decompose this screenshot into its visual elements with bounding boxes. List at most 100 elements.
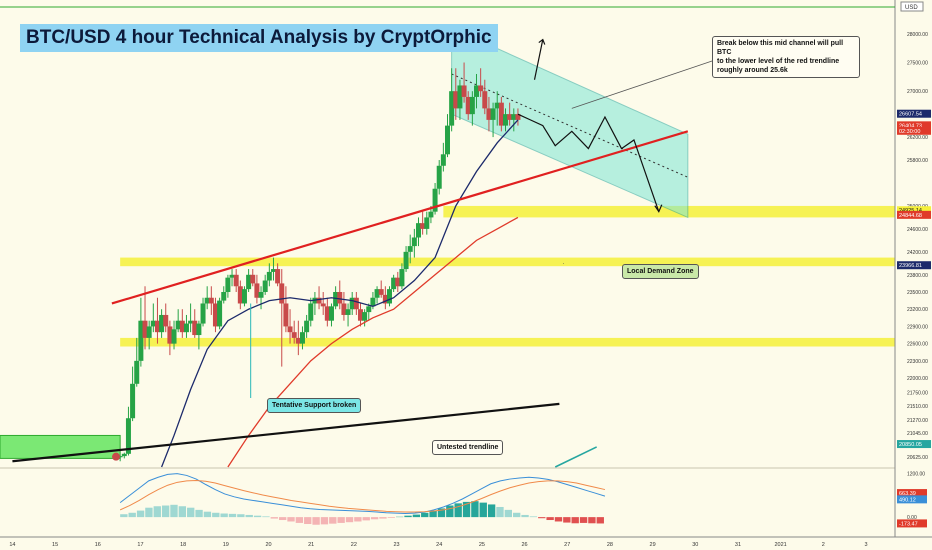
time-tick-label: 22: [351, 542, 357, 548]
price-label: 23966.81: [899, 263, 922, 269]
candle-body: [291, 332, 297, 338]
price-tick-label: 22300.00: [907, 359, 928, 365]
candle-body: [366, 306, 372, 313]
macd-histogram-bar: [529, 516, 538, 518]
macd-histogram-bar: [212, 512, 220, 518]
candle-body: [233, 274, 239, 287]
macd-histogram-bar: [345, 517, 354, 523]
price-tick-label: 21045.00: [907, 431, 928, 437]
price-label: 20850.05: [899, 442, 922, 448]
candle-body: [196, 323, 202, 336]
candle-body: [324, 306, 330, 321]
candle-body: [333, 292, 339, 307]
candle-body: [246, 274, 252, 290]
candle-body: [279, 283, 285, 304]
candle-body: [320, 303, 326, 307]
candle-body: [221, 292, 227, 301]
macd-histogram-bar: [295, 517, 304, 523]
pivot-marker: [112, 452, 121, 461]
candle-body: [225, 277, 231, 293]
macd-label-bg: [897, 489, 927, 498]
macd-histogram-bar: [563, 517, 571, 523]
candle-body: [399, 269, 405, 287]
candle-body: [204, 297, 210, 304]
candle-body: [436, 165, 442, 189]
macd-label-bg: [897, 519, 927, 528]
macd-histogram-bar: [370, 517, 379, 520]
candle-body: [486, 108, 492, 120]
zone-support_upper: [443, 205, 895, 218]
macd-histogram-bar: [446, 505, 454, 518]
macd-histogram-bar: [253, 515, 262, 518]
macd-histogram-bar: [579, 517, 588, 523]
candle-body: [262, 280, 268, 293]
time-tick-label: 29: [650, 542, 656, 548]
candle-body: [370, 297, 376, 307]
candle-body: [316, 297, 322, 304]
macd-histogram-bar: [262, 516, 270, 518]
macd-histogram-bar: [596, 517, 604, 524]
time-tick-label: 2021: [775, 542, 787, 548]
macd-histogram-bar: [203, 511, 212, 518]
candle-body: [503, 114, 509, 126]
candle-body: [341, 303, 347, 315]
price-label-bg: [897, 206, 931, 215]
price-label: 02:30:00: [899, 129, 920, 135]
candle-body: [353, 297, 359, 310]
green-support-box: [0, 434, 121, 459]
macd-histogram-bar: [571, 517, 579, 524]
price-tick-label: 22600.00: [907, 342, 928, 348]
candle-body: [337, 292, 343, 304]
candle-body: [457, 85, 463, 109]
time-tick-label: 14: [9, 542, 15, 548]
macd-tick-label: 1200.00: [907, 472, 925, 478]
macd-label: 490.12: [899, 497, 916, 503]
red_trendline: [111, 130, 689, 305]
macd-line: [119, 473, 606, 515]
macd-histogram-bar: [504, 509, 513, 518]
candle-body: [308, 303, 314, 321]
channel-note-callout: Break below this mid channel will pull B…: [712, 36, 860, 78]
untested-trendline-callout: Untested trendline: [432, 440, 504, 455]
macd-tick-label: 0.00: [907, 515, 917, 521]
candle-body: [482, 91, 488, 109]
candle-body: [498, 102, 504, 126]
macd-histogram-bar: [454, 503, 462, 518]
candle-body: [420, 223, 426, 229]
price-tick-label: 27500.00: [907, 61, 928, 67]
candle-body: [449, 91, 455, 126]
ema_dark-line: [160, 119, 519, 468]
price-tick-label: 23500.00: [907, 290, 928, 296]
macd-label: -173.47: [899, 521, 918, 527]
macd-histogram-bar: [145, 507, 153, 518]
price-tick-label: 27000.00: [907, 89, 928, 95]
macd-histogram-bar: [237, 514, 245, 518]
price-axis-bg: [895, 0, 932, 550]
usd-label-box: [900, 1, 924, 12]
candle-body: [461, 85, 467, 97]
candle-body: [217, 300, 223, 327]
macd-histogram-bar: [437, 508, 446, 518]
price-tick-label: 24600.00: [907, 227, 928, 233]
usd-label: USD: [905, 5, 918, 11]
price-tick-label: 23800.00: [907, 273, 928, 279]
candle-body: [208, 297, 214, 304]
time-tick-label: 3: [864, 542, 867, 548]
up-arrow-line: [533, 39, 544, 80]
time-tick-label: 2: [822, 542, 825, 548]
macd-histogram-bar: [354, 517, 362, 522]
macd-histogram-bar: [379, 517, 387, 519]
price-tick-label: 23200.00: [907, 307, 928, 313]
price-tick-label: 25800.00: [907, 158, 928, 164]
candle-body: [304, 320, 310, 333]
macd-histogram-bar: [120, 514, 128, 518]
candle-body: [415, 223, 421, 238]
macd-histogram-bar: [278, 517, 287, 521]
price-tick-label: 20625.00: [907, 455, 928, 461]
candle-body: [254, 283, 260, 298]
candle-body: [295, 337, 301, 344]
time-tick-label: 21: [308, 542, 314, 548]
time-tick-label: 25: [479, 542, 485, 548]
candle-body: [163, 314, 169, 327]
